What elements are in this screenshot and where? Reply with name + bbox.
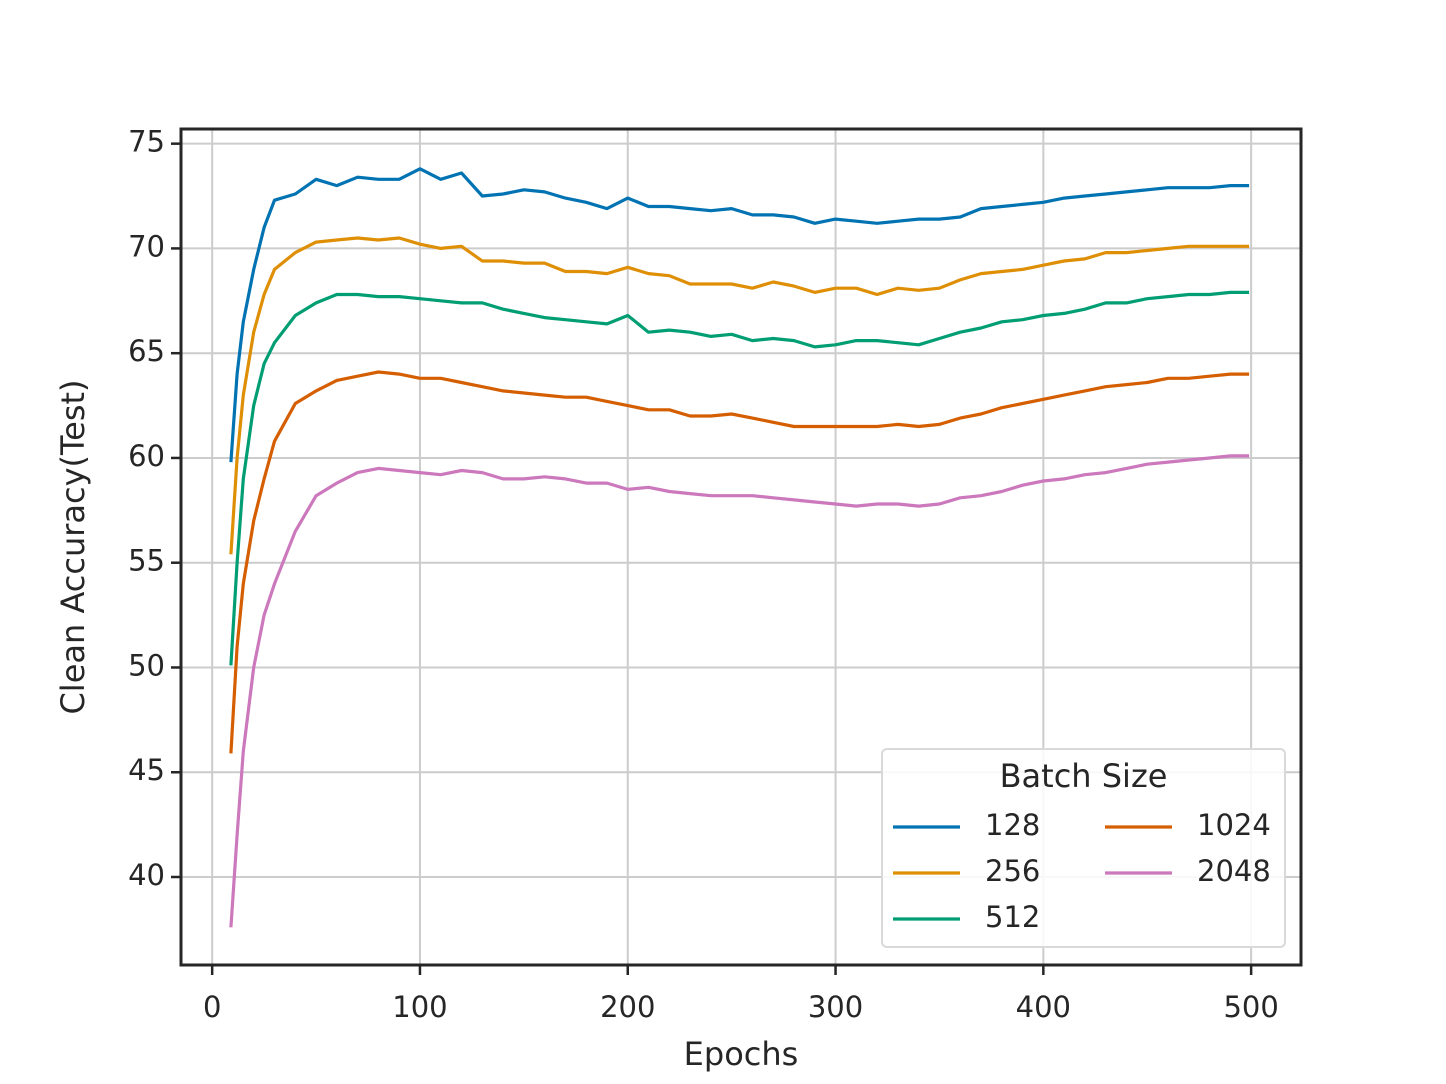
series-line [229,290,1250,666]
y-tick-label: 60 [128,439,165,473]
legend-box [881,748,1286,948]
series-line [229,167,1250,463]
x-tick-label: 300 [808,990,863,1024]
series-line [229,236,1250,555]
legend-label: 1024 [1197,808,1271,842]
series-line [229,370,1250,754]
legend-label: 128 [985,808,1040,842]
legend-title: Batch Size [1000,757,1168,795]
y-tick-label: 45 [128,753,165,787]
y-tick-label: 50 [128,648,165,682]
plot-frame [179,127,1303,967]
y-tick-label: 75 [128,125,165,159]
y-tick-label: 70 [128,229,165,263]
x-tick-label: 0 [203,990,221,1024]
x-tick-label: 500 [1223,990,1278,1024]
series-line [229,454,1250,928]
legend-label: 2048 [1197,854,1271,888]
x-tick-label: 400 [1016,990,1071,1024]
legend-label: 256 [985,854,1040,888]
y-tick-label: 55 [128,544,165,578]
y-axis-label: Clean Accuracy(Test) [54,379,92,714]
y-tick-label: 40 [128,858,165,892]
x-tick-label: 200 [600,990,655,1024]
legend-label: 512 [985,900,1040,934]
x-tick-label: 100 [392,990,447,1024]
y-tick-label: 65 [128,334,165,368]
x-axis-label: Epochs [684,1035,799,1073]
